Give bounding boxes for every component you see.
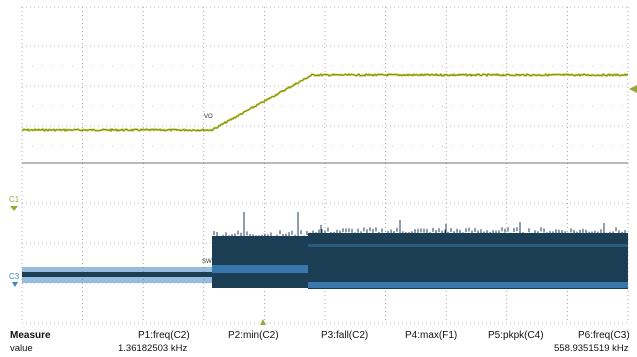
graticule <box>21 6 629 324</box>
param-name-p4[interactable]: P4:max(F1) <box>405 330 458 341</box>
channel-c1-label: C1 <box>9 195 20 204</box>
trace-c3-high-band <box>308 233 628 289</box>
trace-c3-transition-band <box>212 236 308 288</box>
vo-annotation: VO <box>204 114 213 120</box>
measure-title[interactable]: Measure <box>10 330 51 341</box>
channel-c3-label: C3 <box>9 272 20 281</box>
trace-c2-core <box>21 73 629 132</box>
traces <box>21 72 629 289</box>
param-value-p1: 1.36182503 kHz <box>118 343 188 354</box>
oscilloscope-display: C1 C3 VO SW <box>9 6 637 325</box>
param-name-p5[interactable]: P5:pkpk(C4) <box>488 330 544 341</box>
trace-c3-noise <box>213 227 626 240</box>
trigger-level-marker[interactable] <box>629 85 637 93</box>
trace-c3-low-core <box>22 272 212 277</box>
measure-panel: Measure P1:freq(C2) P2:min(C2) P3:fall(C… <box>0 325 637 355</box>
param-name-p3[interactable]: P3:fall(C2) <box>321 330 369 341</box>
trace-c3-ramp-highlight <box>212 265 308 273</box>
measure-row-label: value <box>10 343 33 354</box>
measure-value-row: value 1.36182503 kHz 558.9351519 kHz <box>0 343 637 357</box>
param-name-p6[interactable]: P6:freq(C3) <box>578 330 630 341</box>
c3-ground-marker[interactable] <box>12 282 18 287</box>
measure-header-row: Measure P1:freq(C2) P2:min(C2) P3:fall(C… <box>0 330 637 344</box>
trace-c3-upper-edge <box>308 244 628 247</box>
param-name-p1[interactable]: P1:freq(C2) <box>138 330 190 341</box>
param-name-p2[interactable]: P2:min(C2) <box>228 330 279 341</box>
trigger-position-marker[interactable] <box>259 319 267 325</box>
trace-c3-low-edge <box>308 282 628 288</box>
markers: C1 C3 VO SW <box>9 85 637 325</box>
sw-annotation: SW <box>202 259 212 265</box>
param-value-p6: 558.9351519 kHz <box>554 343 629 354</box>
c1-ground-marker[interactable] <box>10 206 18 211</box>
